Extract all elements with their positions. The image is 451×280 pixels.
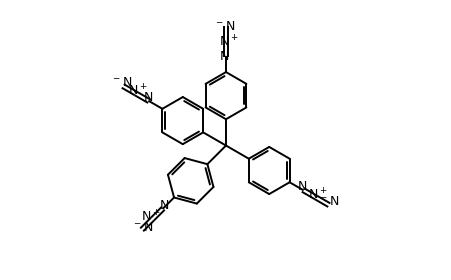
Text: N: N — [297, 180, 306, 193]
Text: N: N — [143, 91, 153, 104]
Text: N$^+$: N$^+$ — [307, 188, 327, 203]
Text: N$^+$: N$^+$ — [127, 83, 147, 99]
Text: $^-$N: $^-$N — [213, 20, 235, 33]
Text: N: N — [219, 50, 229, 63]
Text: $^-$N: $^-$N — [317, 195, 338, 208]
Text: N$^+$: N$^+$ — [219, 34, 238, 49]
Text: N$^+$: N$^+$ — [140, 209, 160, 225]
Text: $^-$N: $^-$N — [111, 76, 132, 89]
Text: $^-$N: $^-$N — [132, 221, 153, 234]
Text: N: N — [159, 199, 169, 212]
